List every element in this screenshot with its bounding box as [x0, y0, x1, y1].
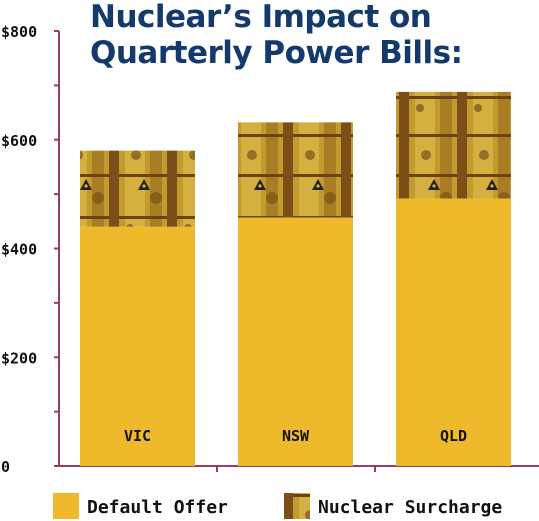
chart-title-line-1: Nuclear’s Impact on: [90, 0, 431, 35]
bar-nuclear-surcharge-vic: [80, 150, 195, 227]
chart-title-line-2: Quarterly Power Bills:: [90, 35, 463, 71]
category-label-nsw: NSW: [282, 427, 310, 445]
y-tick-label: $600: [1, 132, 37, 150]
legend-label-nuclear-surcharge: Nuclear Surcharge: [318, 497, 502, 518]
category-label-qld: QLD: [440, 427, 467, 445]
legend-swatch-default-offer: [53, 493, 79, 519]
bar-default-offer-vic: [80, 226, 195, 466]
bar-nuclear-surcharge-nsw: [238, 122, 353, 218]
legend: Default Offer Nuclear Surcharge: [53, 493, 502, 519]
y-tick-label: $800: [1, 23, 37, 41]
legend-label-default-offer: Default Offer: [87, 497, 228, 518]
y-tick-label: $200: [1, 349, 37, 367]
y-tick-label: 0: [1, 458, 10, 476]
category-label-vic: VIC: [124, 427, 151, 445]
legend-swatch-nuclear-surcharge: [284, 493, 310, 519]
bar-default-offer-qld: [396, 198, 511, 466]
bar-nuclear-surcharge-qld: [396, 91, 511, 199]
bar-default-offer-nsw: [238, 217, 353, 466]
y-tick-label: $400: [1, 241, 37, 259]
